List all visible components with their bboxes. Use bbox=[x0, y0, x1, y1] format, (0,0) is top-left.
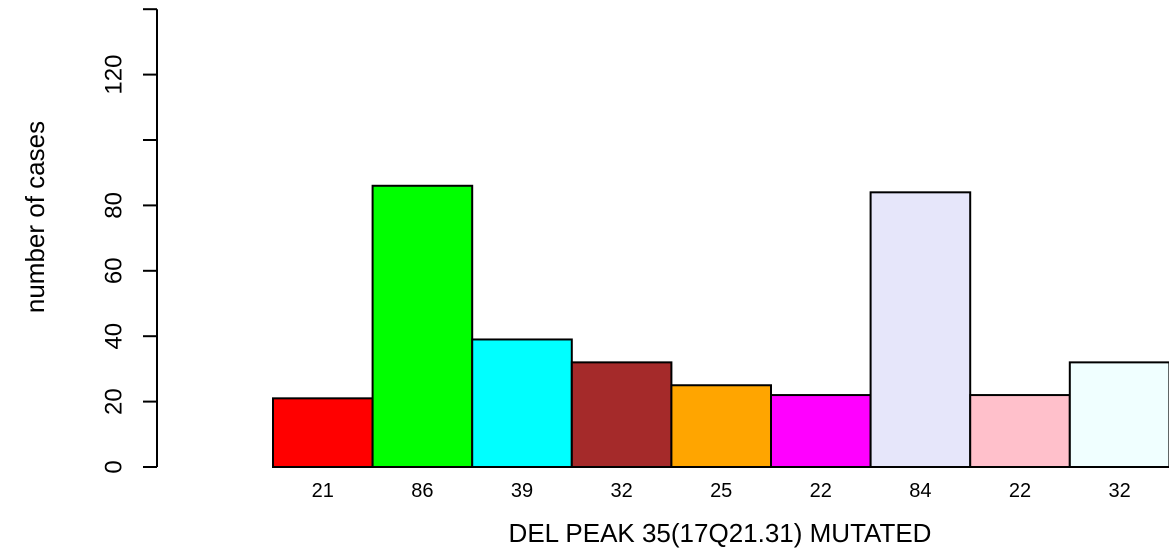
x-category-label: 22 bbox=[1009, 480, 1031, 502]
x-category-label: 32 bbox=[1108, 480, 1130, 502]
bar bbox=[371, 184, 474, 468]
y-axis-title: number of cases bbox=[20, 121, 50, 313]
x-category-label: 32 bbox=[610, 480, 632, 502]
y-axis: 0 20 40 60 80 120 bbox=[100, 8, 158, 474]
x-category-label: 22 bbox=[810, 480, 832, 502]
bars bbox=[272, 184, 1169, 468]
bar bbox=[272, 397, 374, 468]
bar bbox=[570, 361, 673, 468]
bar bbox=[670, 384, 773, 468]
x-category-label: 39 bbox=[511, 480, 533, 502]
x-category-label: 86 bbox=[411, 480, 433, 502]
bar-labels: 21 86 39 32 25 22 84 22 32 bbox=[312, 480, 1131, 502]
x-category-label: 84 bbox=[909, 480, 931, 502]
y-tick-label: 60 bbox=[100, 257, 127, 284]
y-tick-label: 0 bbox=[100, 460, 127, 473]
x-category-label: 25 bbox=[710, 480, 732, 502]
bar bbox=[869, 191, 972, 468]
y-tick-label: 80 bbox=[100, 192, 127, 219]
bar bbox=[471, 338, 573, 468]
bar bbox=[1068, 361, 1169, 468]
bar bbox=[969, 394, 1071, 468]
x-category-label: 21 bbox=[312, 480, 334, 502]
bar bbox=[770, 394, 872, 468]
y-ticks: 0 20 40 60 80 120 bbox=[100, 8, 157, 474]
y-tick-label: 40 bbox=[100, 323, 127, 350]
x-axis-title: DEL PEAK 35(17Q21.31) MUTATED bbox=[509, 518, 932, 548]
y-tick-label: 120 bbox=[100, 55, 127, 95]
y-tick-label: 20 bbox=[100, 388, 127, 415]
